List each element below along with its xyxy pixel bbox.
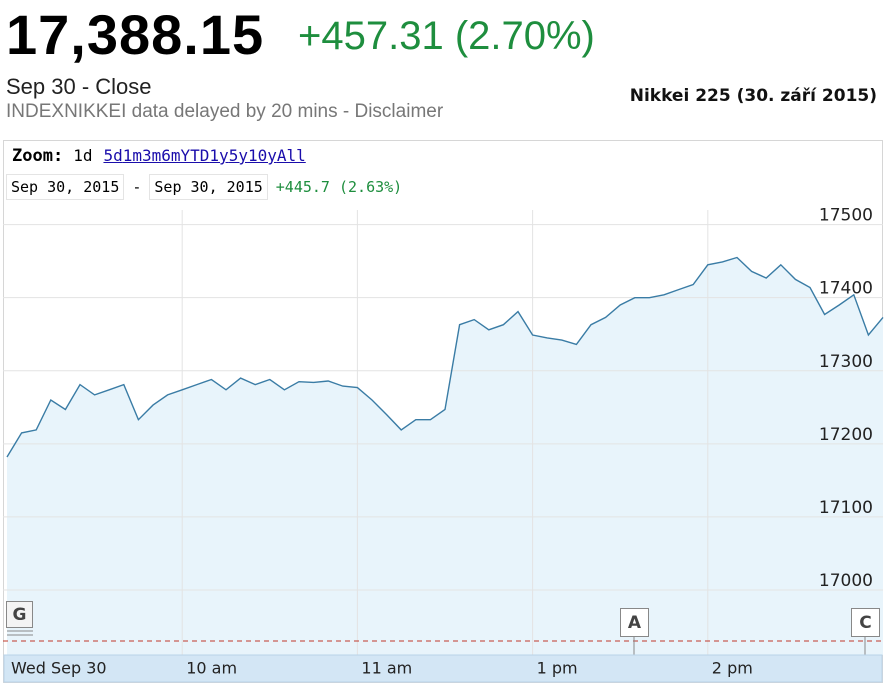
- annotation-label: G: [13, 605, 27, 625]
- zoom-option[interactable]: 6m: [161, 146, 181, 165]
- plot-area: 17000 17100 17200 17300 17400 17500: [3, 206, 884, 655]
- x-axis: Wed Sep 30 10 am 11 am 1 pm 2 pm: [11, 659, 753, 678]
- x-tick-label: Wed Sep 30: [11, 659, 107, 678]
- zoom-label: Zoom:: [12, 146, 64, 166]
- zoom-option[interactable]: 1m: [122, 146, 142, 165]
- area-fill: [7, 257, 883, 655]
- y-tick-label: 17000: [819, 571, 873, 591]
- status: Sep 30 - Close: [6, 74, 152, 99]
- y-tick-label: 17300: [819, 352, 873, 372]
- x-tick-label: 1 pm: [537, 659, 578, 678]
- annotation-flag[interactable]: A: [620, 608, 649, 656]
- annotation-flag[interactable]: G: [6, 601, 34, 636]
- annotation-label: A: [628, 613, 642, 633]
- from-date[interactable]: Sep 30, 2015: [6, 174, 125, 200]
- zoom-option[interactable]: 10y: [247, 146, 277, 165]
- x-axis-bar: [3, 654, 883, 683]
- x-tick-label: 11 am: [361, 659, 412, 678]
- annotation-label: C: [859, 613, 871, 633]
- data-note[interactable]: INDEXNIKKEI data delayed by 20 mins - Di…: [6, 101, 444, 122]
- y-tick-label: 17500: [819, 206, 873, 226]
- caption: Nikkei 225 (30. září 2015): [629, 86, 877, 106]
- x-tick-label: 2 pm: [712, 659, 753, 678]
- zoom-option[interactable]: 5y: [228, 146, 248, 165]
- range-change: +445.7 (2.63%): [275, 178, 403, 196]
- price: 17,388.15: [6, 3, 265, 66]
- zoom-option[interactable]: YTD: [180, 146, 210, 165]
- zoom-option[interactable]: 3m: [141, 146, 162, 165]
- annotation-flag[interactable]: C: [851, 608, 880, 656]
- date-range: Sep 30, 2015- Sep 30, 2015 +445.7 (2.63%): [6, 174, 402, 200]
- price-change: +457.31 (2.70%): [298, 14, 595, 58]
- zoom-option[interactable]: 1y: [209, 146, 229, 165]
- zoom-option[interactable]: 1d: [73, 146, 93, 165]
- price-line: [6, 256, 884, 458]
- zoom-option[interactable]: 5d: [103, 146, 123, 165]
- to-date[interactable]: Sep 30, 2015: [149, 174, 268, 200]
- separator: -: [132, 178, 142, 196]
- zoom-option[interactable]: All: [276, 146, 306, 165]
- y-tick-label: 17200: [819, 425, 873, 445]
- y-tick-label: 17400: [819, 279, 873, 299]
- x-tick-label: 10 am: [186, 659, 237, 678]
- zoom-bar: Zoom: 1d 5d1m3m6mYTD1y5y10yAll: [12, 146, 306, 166]
- y-tick-label: 17100: [819, 498, 873, 518]
